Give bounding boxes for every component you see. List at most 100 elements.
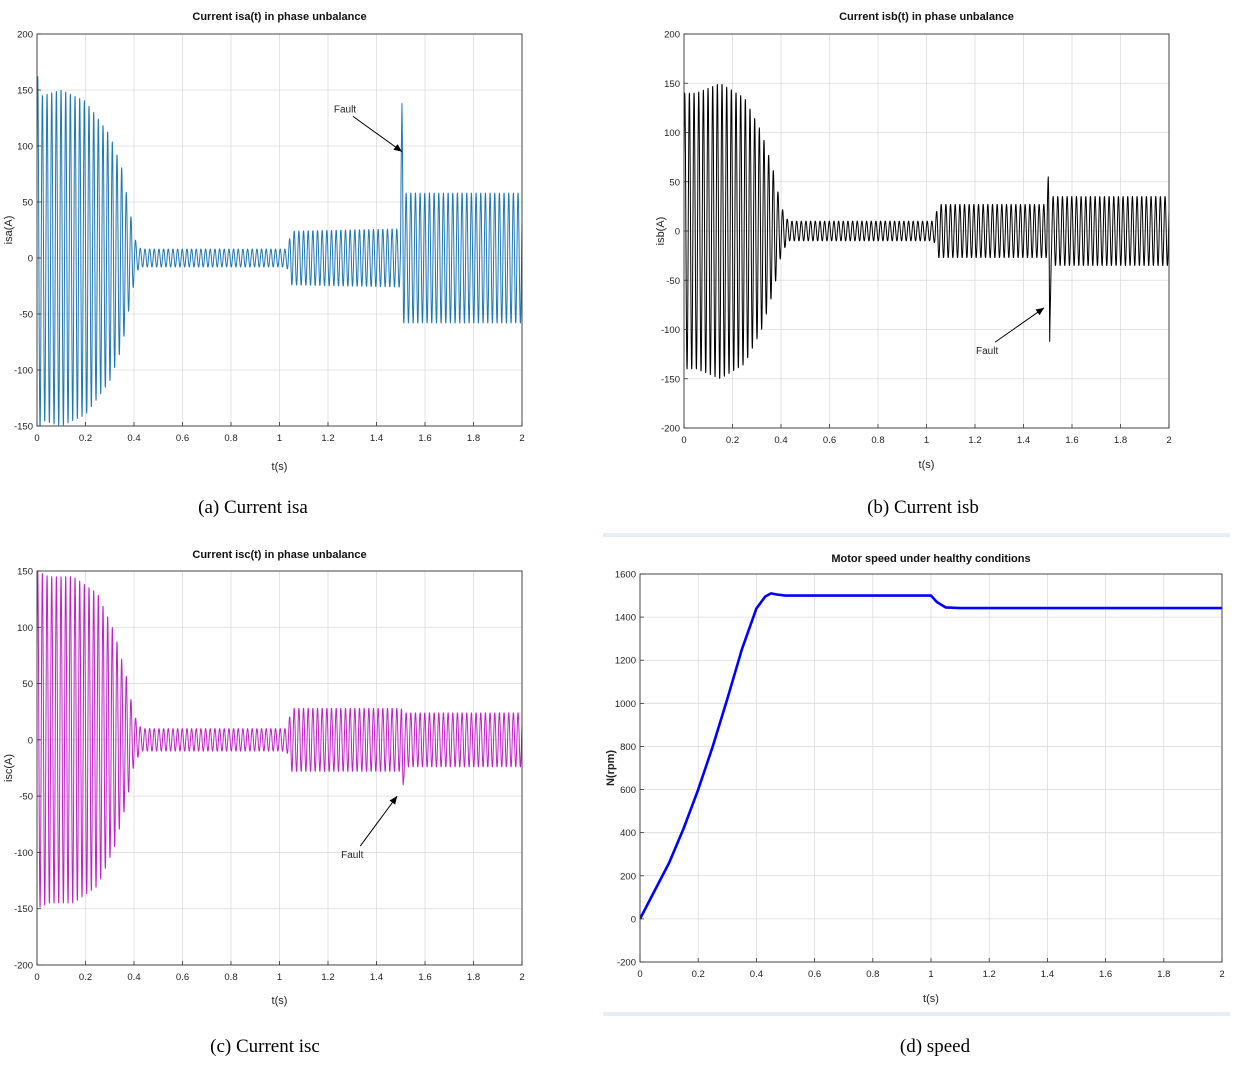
x-tick-label: 0.2 [79,972,92,983]
x-tick-label: 1 [277,433,282,444]
x-tick-label: 1.4 [1017,435,1030,446]
y-tick-label: 400 [620,828,636,839]
annotation-arrow [994,307,1045,343]
y-axis-label: N(rpm) [605,750,617,786]
y-tick-label: -200 [617,958,636,969]
chart-isc: 0 0.2 0.4 0.6 0.8 1 1.2 1.4 1.6 1.8 2 -200 -150 -100 -… [3,549,525,1007]
y-tick-label: 0 [631,914,636,925]
y-tick-label: 800 [620,742,636,753]
x-tick-label: 1 [928,969,933,980]
series-line [37,571,522,908]
y-tick-label: -50 [666,276,680,287]
chart-title: Current isb(t) in phase unbalance [839,11,1014,23]
x-tick-label: 0.8 [871,435,884,446]
separator-top [603,533,1230,537]
chart-title: Current isa(t) in phase unbalance [192,11,366,23]
x-axis-label: t(s) [919,459,935,471]
y-tick-label: 0 [28,735,33,746]
chart-panel-d: 0 0.2 0.4 0.6 0.8 1 1.2 1.4 1.6 1.8 2 -200 0 200 400 60… [598,540,1238,1010]
y-tick-label: -200 [14,961,33,972]
y-axis-label: isc(A) [3,754,15,782]
x-axis-label: t(s) [923,993,939,1005]
caption-d: (d) speed [899,1036,971,1057]
annotation-fault-label: Fault [334,104,356,115]
chart-panel-a: 0 0.2 0.4 0.6 0.8 1 1.2 1.4 1.6 1.8 2 -150 -100 -50 0 5… [0,0,560,480]
y-tick-label: 1400 [615,613,636,624]
x-tick-label: 1.8 [1114,435,1127,446]
y-tick-label: 50 [22,198,33,209]
annotation-arrowhead [393,144,402,152]
x-tick-label: 0.2 [726,435,739,446]
y-tick-label: 0 [28,254,33,265]
annotation-fault-label: Fault [976,346,998,357]
y-axis-label: isa(A) [3,216,15,245]
y-axis-label: isb(A) [655,217,667,246]
y-tick-label: 150 [17,567,33,578]
x-tick-label: 0.6 [176,433,189,444]
x-tick-label: 1.6 [418,433,431,444]
annotation-fault-label: Fault [341,850,363,861]
y-tick-label: 200 [17,30,33,41]
x-tick-label: 0.4 [127,433,140,444]
x-tick-label: 0.8 [224,972,237,983]
y-tick-label: 1200 [615,656,636,667]
y-tick-label: 50 [669,177,680,188]
x-tick-label: 2 [1166,435,1171,446]
x-tick-label: 0.4 [774,435,787,446]
y-tick-label: 200 [664,30,680,41]
series-line [684,83,1169,379]
chart-panel-b: 0 0.2 0.4 0.6 0.8 1 1.2 1.4 1.6 1.8 2 -200 -150 -100 -… [620,0,1200,480]
x-tick-label: 1 [924,435,929,446]
y-tick-label: -50 [19,792,33,803]
x-tick-label: 0.6 [808,969,821,980]
x-tick-label: 0.6 [823,435,836,446]
annotation-arrowhead [389,796,398,805]
y-tick-label: -100 [661,325,680,336]
x-tick-label: 1 [277,972,282,983]
x-tick-label: 1.6 [1099,969,1112,980]
x-tick-label: 0.2 [692,969,705,980]
y-tick-label: 100 [17,623,33,634]
y-tick-label: -150 [661,374,680,385]
chart-title: Current isc(t) in phase unbalance [192,549,366,561]
y-tick-label: 50 [22,679,33,690]
separator-bottom [603,1012,1230,1016]
y-tick-label: 100 [664,128,680,139]
x-tick-label: 1.8 [467,972,480,983]
x-tick-label: 0.8 [224,433,237,444]
chart-isb: 0 0.2 0.4 0.6 0.8 1 1.2 1.4 1.6 1.8 2 -200 -150 -100 -… [655,11,1172,471]
x-tick-label: 0.2 [79,433,92,444]
x-tick-label: 0.4 [750,969,763,980]
y-tick-label: 150 [664,79,680,90]
annotation-arrowhead [1035,307,1045,316]
chart-title: Motor speed under healthy conditions [831,553,1030,565]
x-tick-label: 1.4 [370,972,383,983]
series-line [640,592,1222,920]
y-tick-label: 200 [620,871,636,882]
y-tick-label: -200 [661,424,680,435]
x-tick-label: 0.4 [127,972,140,983]
x-tick-label: 0 [34,433,39,444]
x-tick-label: 1.2 [321,433,334,444]
x-tick-label: 1.2 [968,435,981,446]
x-tick-label: 0 [637,969,642,980]
chart-panel-c: 0 0.2 0.4 0.6 0.8 1 1.2 1.4 1.6 1.8 2 -200 -150 -100 -… [0,540,560,1020]
x-tick-label: 0 [681,435,686,446]
x-tick-label: 1.6 [1065,435,1078,446]
x-tick-label: 1.2 [321,972,334,983]
y-tick-label: -150 [14,904,33,915]
x-axis-label: t(s) [272,461,288,473]
x-tick-label: 1.6 [418,972,431,983]
annotation-arrow [352,115,403,153]
y-tick-label: 1000 [615,699,636,710]
y-tick-label: 600 [620,785,636,796]
chart-speed: 0 0.2 0.4 0.6 0.8 1 1.2 1.4 1.6 1.8 2-200020040060… [605,553,1225,1005]
y-tick-label: -100 [14,366,33,377]
y-tick-label: -50 [19,310,33,321]
caption-a: (a) Current isa [198,497,308,518]
x-tick-label: 1.4 [1041,969,1054,980]
x-tick-label: 2 [1219,969,1224,980]
series-line [37,76,522,426]
chart-isa: 0 0.2 0.4 0.6 0.8 1 1.2 1.4 1.6 1.8 2 -150 -100 -50 0 5… [3,11,525,473]
y-tick-label: 1600 [615,570,636,581]
